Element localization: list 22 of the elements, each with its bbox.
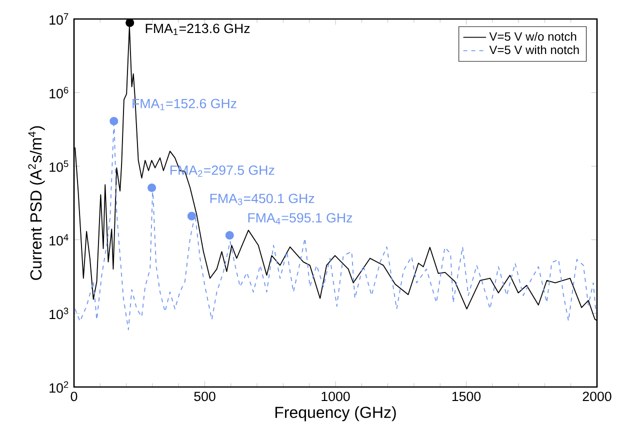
x-tick-label: 500 xyxy=(194,392,216,402)
y-tick-label: 10$^{3}$ xyxy=(50,308,68,320)
point xyxy=(187,212,196,220)
y-axis-title: Current PSD (A$^{2}$s/m$^{4}$) xyxy=(28,126,45,280)
y-tick-label: 10$^{4}$ xyxy=(50,234,68,246)
legend-label: V=5 V w/o notch xyxy=(489,32,576,41)
x-tick-label: 0 xyxy=(70,392,78,402)
y-tick-label: 10$^{5}$ xyxy=(50,160,68,172)
x-axis-title: Frequency (GHz) xyxy=(275,406,396,422)
annotation: FMA$_{1}$=213.6 GHz xyxy=(146,24,250,36)
x-tick-label: 1000 xyxy=(322,392,350,402)
point xyxy=(148,183,156,192)
point xyxy=(225,231,234,240)
y-tick-label: 10$^{6}$ xyxy=(50,86,68,98)
y-tick-label: 10$^{2}$ xyxy=(50,381,68,393)
annotation: FMA$_{3}$=450.1 GHz xyxy=(210,194,314,206)
legend-label: V=5 V with notch xyxy=(489,45,579,54)
annotation: FMA$_{4}$=595.1 GHz xyxy=(248,213,352,224)
x-tick-label: 1500 xyxy=(452,392,481,402)
x-tick-label: 2000 xyxy=(582,392,612,402)
point xyxy=(110,116,118,126)
y-tick-label: 10$^{7}$ xyxy=(50,13,68,25)
